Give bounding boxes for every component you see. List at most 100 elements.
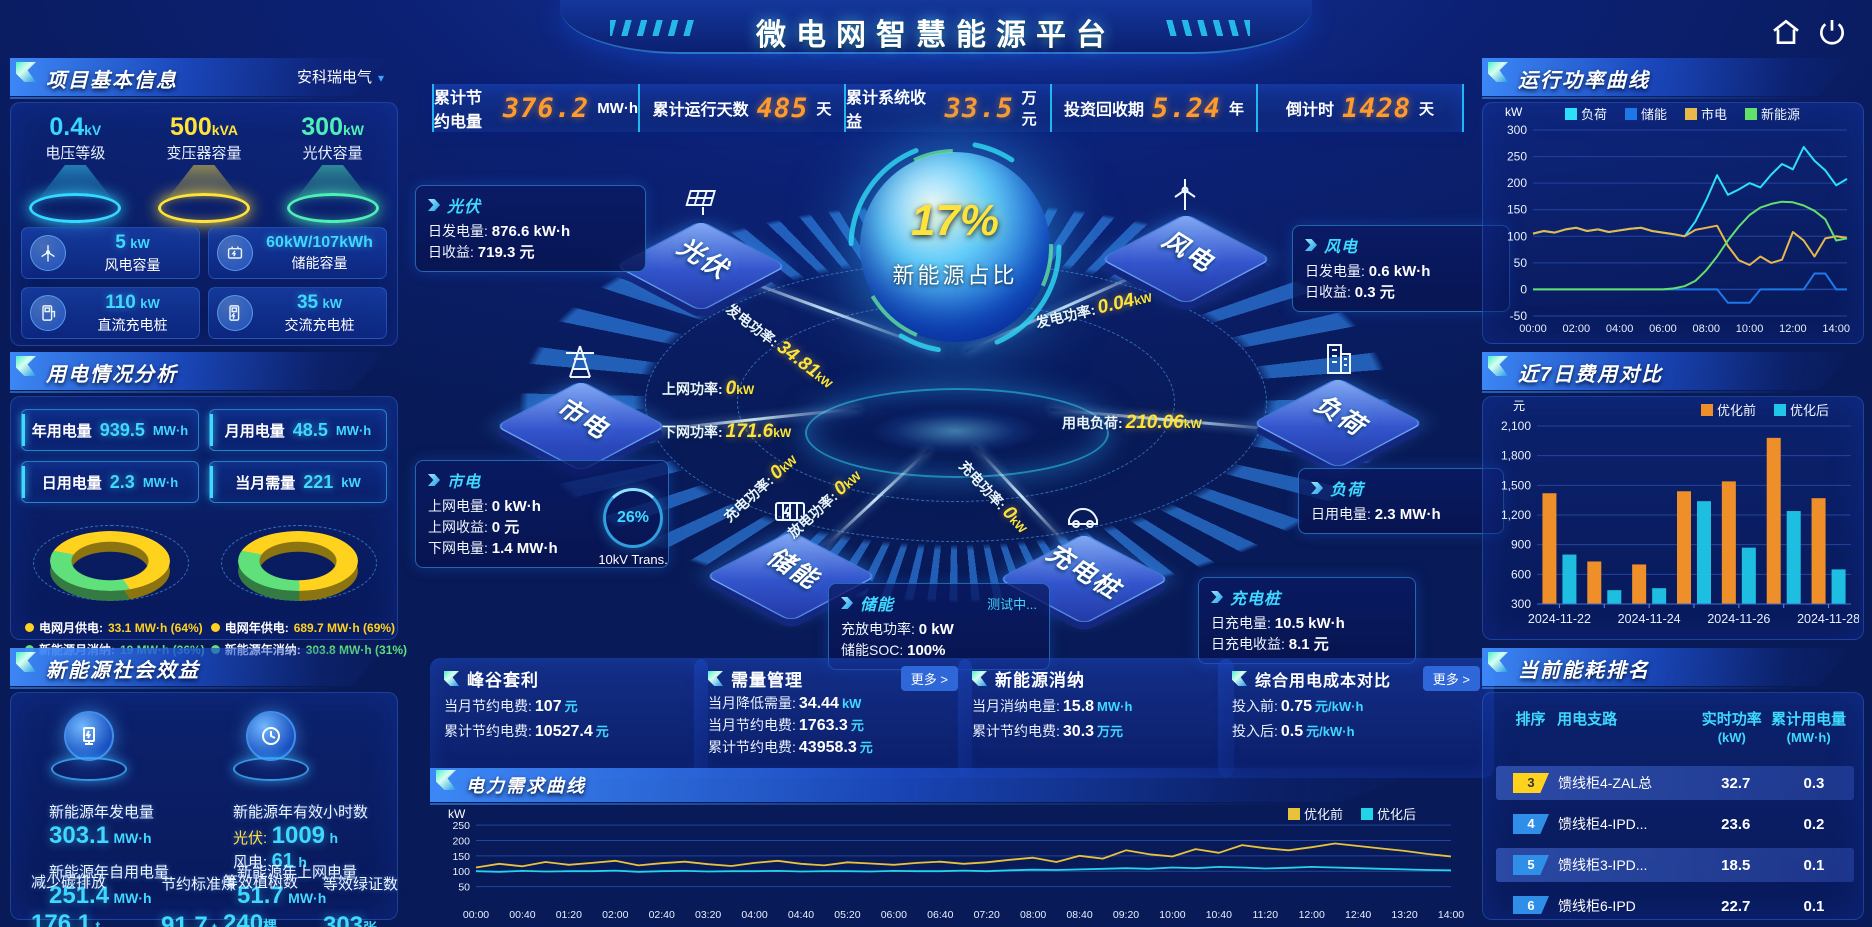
legend-item: 电网年供电: 689.7 MW·h (69%): [210, 619, 407, 636]
cost-compare-chart: 300 600 900 1,200 1,500 1,800 2,100 元 2024-11-22…: [1501, 399, 1859, 626]
more-button[interactable]: 更多 >: [900, 666, 958, 691]
solar-energy-icon: [64, 711, 114, 761]
svg-text:04:40: 04:40: [788, 909, 814, 921]
card-storage-capacity: 60kW/107kWh 储能容量: [208, 227, 387, 279]
flow-import-power: 下网功率: 171.6kW: [662, 421, 792, 442]
svg-text:2024-11-26: 2024-11-26: [1707, 612, 1770, 626]
chevron-right-icon: [1311, 482, 1323, 494]
svg-text:优化后: 优化后: [1790, 403, 1829, 418]
renewable-percentage: 17%: [910, 196, 1000, 245]
svg-text:200: 200: [452, 835, 470, 847]
ranking-table-header: 排序 用电支路 实时功率 (kW) 累计用电量 (MW·h): [1515, 711, 1847, 745]
svg-text:02:00: 02:00: [602, 909, 628, 921]
svg-text:300: 300: [1507, 123, 1527, 137]
table-row[interactable]: 4 馈线柜4-IPD... 23.6 0.2: [1496, 807, 1854, 841]
svg-text:06:40: 06:40: [927, 909, 953, 921]
table-row[interactable]: 5 馈线柜3-IPD... 18.5 0.1: [1496, 848, 1854, 882]
glow-ring: [51, 757, 127, 781]
pedestal-hours: [211, 711, 331, 781]
svg-text:02:00: 02:00: [1563, 323, 1591, 335]
sphere-arc-rings: [848, 140, 1062, 354]
panel-corner-icon: [1488, 356, 1508, 376]
panel-title: 近7日费用对比: [1518, 364, 1664, 386]
svg-text:优化前: 优化前: [1717, 403, 1756, 418]
panel-corner-icon: [436, 770, 456, 790]
svg-text:00:00: 00:00: [1519, 323, 1547, 335]
svg-text:03:20: 03:20: [695, 909, 721, 921]
mini-renewable-absorb: 新能源消纳 当月消纳电量: 15.8 MW·h 累计节约电费: 30.3 万元: [958, 658, 1234, 778]
panel-corner-icon: [16, 356, 36, 376]
svg-text:储能: 储能: [1641, 107, 1667, 122]
svg-text:250: 250: [1507, 150, 1527, 164]
dc-charger-icon: [30, 295, 66, 331]
home-icon[interactable]: [1770, 16, 1802, 48]
svg-text:10:00: 10:00: [1736, 323, 1764, 335]
panel-title: 用电情况分析: [46, 364, 178, 386]
svg-text:50: 50: [1514, 256, 1528, 270]
ranking-table-body: 3 馈线柜4-ZAL总 32.7 0.3 4 馈线柜4-IPD... 23.6 0.2 …: [1496, 766, 1854, 914]
svg-text:-50: -50: [1510, 309, 1528, 323]
stat-day-usage: 日用电量 2.3 MW·h: [21, 461, 199, 503]
power-curve-chart: -50 0 50 100 150 200 250 300 kW 00:00 02:00 04:00 06…: [1505, 105, 1850, 335]
card-ac-charger: 35 kW 交流充电桩: [208, 287, 387, 339]
node-grid: 市电: [494, 335, 668, 485]
panel-corner-icon: [16, 652, 36, 672]
rank-badge: 3: [1512, 773, 1549, 793]
svg-text:04:00: 04:00: [741, 909, 767, 921]
chevron-right-icon: [1211, 591, 1223, 603]
center-stage-glow: [872, 408, 1038, 454]
svg-text:2024-11-28: 2024-11-28: [1797, 612, 1859, 626]
company-select[interactable]: 安科瑞电气 ▾: [296, 69, 384, 86]
kpi-bar: 累计节约电量 376.2 MW·h 累计运行天数 485 天 累计系统收益 33.5 万元 …: [432, 84, 1464, 132]
panel-corner-icon: [708, 671, 723, 686]
node-pv: 光伏: [614, 175, 788, 325]
svg-text:06:00: 06:00: [881, 909, 907, 921]
ac-charger-icon: [217, 295, 253, 331]
spotlight-pv: 300kW 光伏容量: [278, 113, 388, 223]
svg-text:市电: 市电: [1701, 107, 1727, 122]
center-stage-ring: [805, 388, 1109, 478]
donut-year: [213, 515, 383, 607]
power-pylon-icon: [561, 343, 599, 381]
svg-text:09:20: 09:20: [1113, 909, 1139, 921]
page-title: 微电网智慧能源平台: [756, 19, 1116, 52]
more-button[interactable]: 更多 >: [1422, 666, 1480, 691]
svg-text:08:00: 08:00: [1692, 323, 1720, 335]
rank-badge: 4: [1512, 814, 1549, 834]
svg-text:600: 600: [1511, 567, 1531, 581]
svg-text:10:00: 10:00: [1159, 909, 1185, 921]
panel-corner-icon: [1232, 671, 1247, 686]
benefit-generation: 新能源年发电量 303.1 MW·h: [49, 804, 155, 849]
node-wind: 风电: [1099, 168, 1273, 318]
table-row[interactable]: 6 馈线柜6-IPD 22.7 0.1: [1496, 889, 1854, 914]
panel-usage-analysis: 用电情况分析 年用电量 939.5 MW·h 月用电量 48.5 MW·h 日用电量 2.…: [10, 352, 407, 657]
clock-icon: [246, 711, 296, 761]
svg-text:13:20: 13:20: [1391, 909, 1417, 921]
benefit-certs: 等效绿证数303张: [323, 876, 399, 927]
svg-text:新能源: 新能源: [1761, 107, 1800, 122]
usage-stats: 年用电量 939.5 MW·h 月用电量 48.5 MW·h 日用电量 2.3 MW·h 当…: [21, 409, 387, 503]
svg-text:10:40: 10:40: [1206, 909, 1232, 921]
svg-text:2024-11-22: 2024-11-22: [1528, 612, 1591, 626]
power-icon[interactable]: [1816, 16, 1848, 48]
renewable-percentage-label: 新能源占比: [892, 263, 1018, 288]
svg-text:元: 元: [1513, 399, 1525, 413]
node-charger: 充电桩: [997, 488, 1171, 638]
benefit-hours: 新能源年有效小时数 光伏: 1009 h 风电: 61 h: [233, 804, 369, 872]
svg-text:2,100: 2,100: [1501, 419, 1531, 433]
node-load: 负荷: [1251, 332, 1425, 482]
panel-title: 项目基本信息: [46, 70, 178, 92]
svg-text:100: 100: [1507, 229, 1527, 243]
transformer-gauge: 26% 10kV Trans.: [598, 488, 668, 567]
ev-car-icon: [1064, 496, 1102, 534]
header-stripes-left-icon: [610, 20, 696, 36]
svg-text:02:40: 02:40: [649, 909, 675, 921]
table-row[interactable]: 3 馈线柜4-ZAL总 32.7 0.3: [1496, 766, 1854, 800]
kpi-countdown: 倒计时 1428 天: [1256, 84, 1464, 132]
panel-title: 新能源社会效益: [46, 660, 200, 682]
stat-month-usage: 月用电量 48.5 MW·h: [209, 409, 387, 451]
svg-text:优化前: 优化前: [1304, 808, 1343, 822]
panel-corner-icon: [972, 671, 987, 686]
